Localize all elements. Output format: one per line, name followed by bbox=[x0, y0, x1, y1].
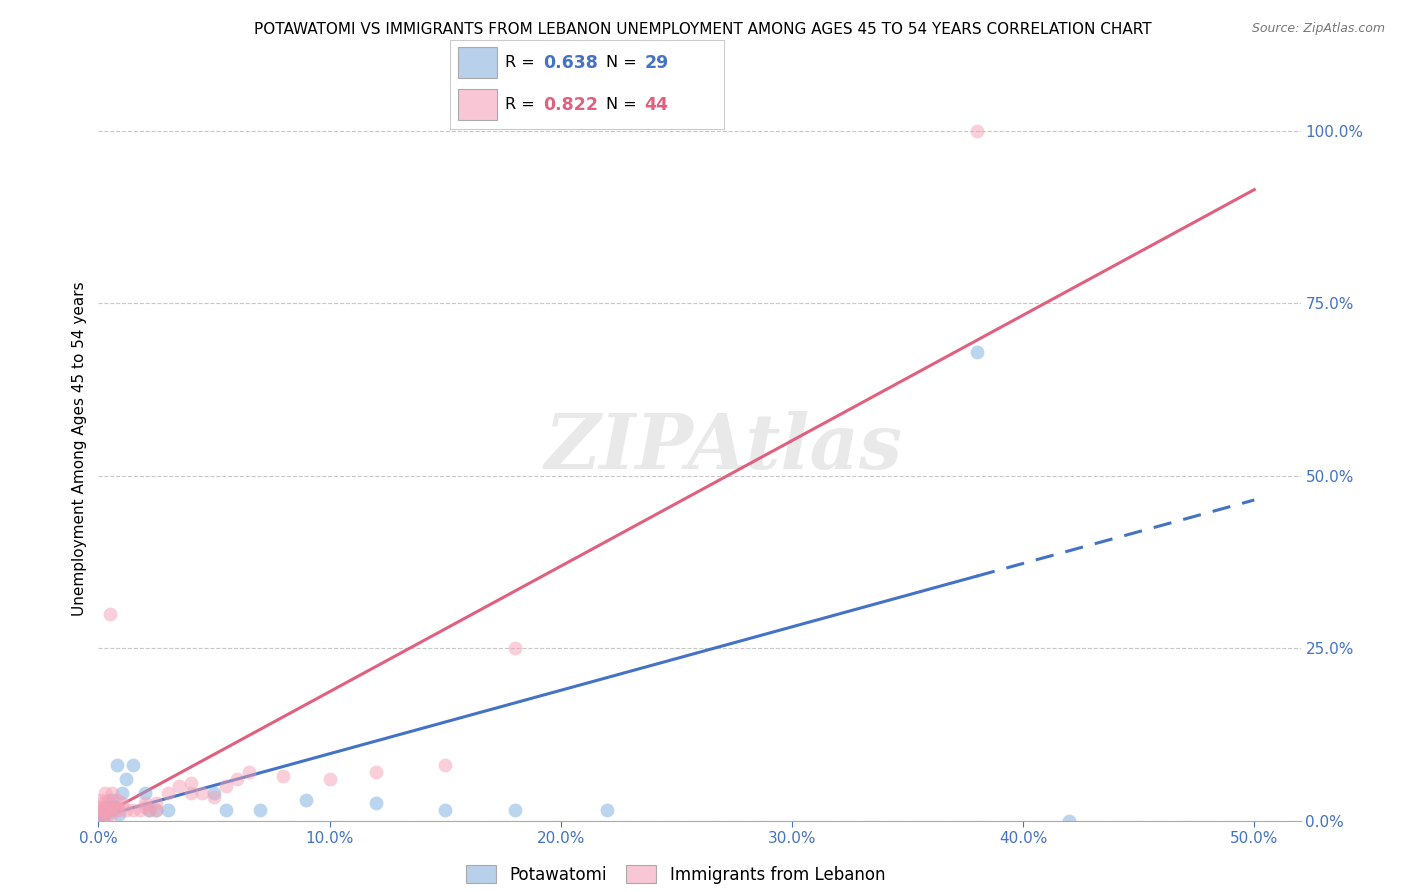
Point bbox=[105, 800, 128, 814]
Text: ZIPAtlas: ZIPAtlas bbox=[544, 411, 903, 485]
Point bbox=[273, 769, 295, 783]
Point bbox=[145, 803, 167, 817]
Text: R =: R = bbox=[505, 55, 540, 70]
Text: 0.822: 0.822 bbox=[543, 95, 598, 114]
Point bbox=[226, 772, 249, 787]
Point bbox=[110, 797, 132, 811]
Point bbox=[202, 786, 225, 800]
Legend: Potawatomi, Immigrants from Lebanon: Potawatomi, Immigrants from Lebanon bbox=[458, 858, 891, 890]
Point bbox=[98, 607, 121, 621]
Point bbox=[105, 793, 128, 807]
Point bbox=[97, 803, 120, 817]
Point bbox=[91, 797, 114, 811]
Point bbox=[104, 803, 127, 817]
Point bbox=[108, 806, 131, 821]
Point bbox=[966, 344, 988, 359]
Point bbox=[214, 803, 236, 817]
FancyBboxPatch shape bbox=[458, 47, 496, 78]
Point bbox=[145, 797, 167, 811]
Point bbox=[134, 800, 156, 814]
Point bbox=[105, 758, 128, 772]
Point bbox=[134, 786, 156, 800]
Point bbox=[318, 772, 340, 787]
Point bbox=[98, 800, 121, 814]
Point bbox=[295, 793, 318, 807]
Point bbox=[191, 786, 214, 800]
Point bbox=[115, 803, 138, 817]
Point bbox=[115, 772, 138, 787]
Point bbox=[202, 789, 225, 804]
Point bbox=[434, 758, 457, 772]
Point bbox=[364, 765, 387, 780]
Point bbox=[94, 806, 117, 821]
Point bbox=[156, 803, 179, 817]
Point bbox=[90, 810, 112, 824]
Point bbox=[91, 806, 114, 821]
Point bbox=[94, 800, 117, 814]
Text: 0.638: 0.638 bbox=[543, 54, 598, 72]
Point bbox=[214, 779, 236, 793]
Point bbox=[596, 803, 619, 817]
Point bbox=[91, 803, 114, 817]
Text: Source: ZipAtlas.com: Source: ZipAtlas.com bbox=[1251, 22, 1385, 36]
Point bbox=[90, 806, 112, 821]
Point bbox=[169, 779, 191, 793]
Point bbox=[101, 793, 124, 807]
Point bbox=[238, 765, 260, 780]
Point bbox=[134, 797, 156, 811]
Point bbox=[90, 800, 112, 814]
Text: 44: 44 bbox=[644, 95, 669, 114]
Point bbox=[1059, 814, 1081, 828]
Point bbox=[90, 793, 112, 807]
Point bbox=[434, 803, 457, 817]
Point bbox=[91, 810, 114, 824]
Point bbox=[94, 806, 117, 821]
Point bbox=[503, 803, 526, 817]
Point bbox=[156, 786, 179, 800]
FancyBboxPatch shape bbox=[458, 89, 496, 120]
Point bbox=[249, 803, 271, 817]
Point bbox=[145, 803, 167, 817]
Point bbox=[104, 800, 127, 814]
Point bbox=[138, 803, 160, 817]
Point bbox=[97, 793, 120, 807]
Point bbox=[101, 800, 124, 814]
Point bbox=[98, 800, 121, 814]
Point bbox=[101, 786, 124, 800]
Point bbox=[94, 786, 117, 800]
Text: N =: N = bbox=[606, 55, 643, 70]
Y-axis label: Unemployment Among Ages 45 to 54 years: Unemployment Among Ages 45 to 54 years bbox=[72, 281, 87, 615]
Point bbox=[94, 800, 117, 814]
Point bbox=[966, 124, 988, 138]
Point bbox=[180, 775, 202, 789]
Text: POTAWATOMI VS IMMIGRANTS FROM LEBANON UNEMPLOYMENT AMONG AGES 45 TO 54 YEARS COR: POTAWATOMI VS IMMIGRANTS FROM LEBANON UN… bbox=[254, 22, 1152, 37]
Point bbox=[90, 806, 112, 821]
Text: R =: R = bbox=[505, 97, 540, 112]
Point bbox=[122, 758, 145, 772]
Text: N =: N = bbox=[606, 97, 643, 112]
Point bbox=[108, 803, 131, 817]
Text: 29: 29 bbox=[644, 54, 669, 72]
Point bbox=[98, 810, 121, 824]
Point bbox=[138, 803, 160, 817]
Point bbox=[97, 806, 120, 821]
Point bbox=[180, 786, 202, 800]
Point bbox=[503, 641, 526, 656]
Point bbox=[122, 803, 145, 817]
Point bbox=[98, 803, 121, 817]
Point bbox=[129, 803, 152, 817]
Point bbox=[364, 797, 387, 811]
Point bbox=[110, 786, 132, 800]
